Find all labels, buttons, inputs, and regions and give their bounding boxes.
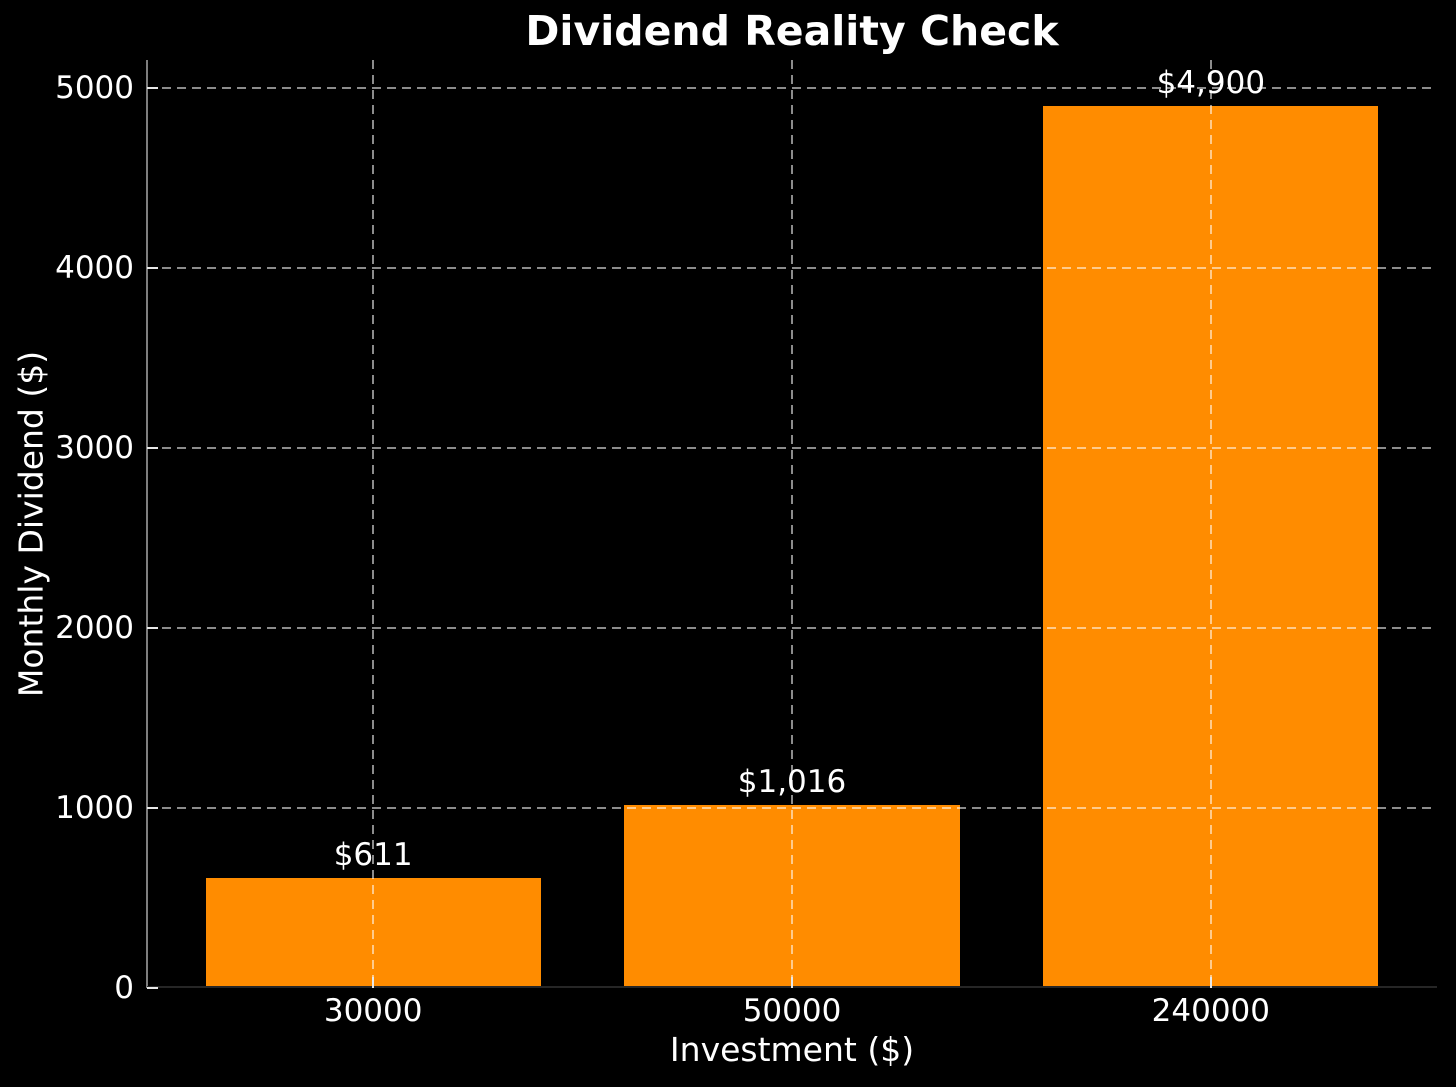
y-tick-label: 1000 — [55, 789, 134, 826]
bar-value-label: $1,016 — [737, 764, 847, 801]
bar-value-label: $611 — [333, 837, 413, 873]
x-tick-mark — [1209, 977, 1212, 988]
x-tick-mark — [372, 977, 375, 988]
y-tick-mark — [147, 806, 158, 809]
y-axis-label: Monthly Dividend ($) — [11, 350, 51, 698]
chart-title: Dividend Reality Check — [525, 7, 1059, 55]
x-tick-mark — [791, 977, 793, 988]
x-tick-label: 50000 — [742, 993, 842, 1029]
y-tick-label: 3000 — [55, 429, 134, 466]
y-axis-spine — [146, 60, 148, 988]
grid-layer — [147, 60, 1437, 988]
gridline-vertical — [791, 60, 793, 988]
y-tick-label: 2000 — [55, 609, 134, 646]
ticks-layer — [147, 60, 1437, 989]
x-tick-label: 30000 — [323, 993, 423, 1029]
y-tick-label: 4000 — [55, 249, 134, 286]
y-tick-mark — [147, 987, 158, 989]
x-tick-label: 240000 — [1151, 993, 1270, 1029]
y-tick-mark — [147, 626, 158, 629]
y-tick-label: 0 — [114, 970, 134, 1006]
plot-area: 0 1000 2000 3000 4000 5000 30000 $611 50000 $1,01… — [55, 60, 1437, 1029]
y-tick-mark — [147, 86, 158, 89]
gridline-vertical — [372, 60, 375, 988]
x-axis-label: Investment ($) — [669, 1030, 915, 1069]
y-tick-label: 5000 — [55, 69, 134, 106]
y-tick-mark — [147, 446, 158, 449]
gridline-vertical — [1209, 60, 1212, 988]
bar-value-label: $4,900 — [1156, 64, 1266, 101]
labels-layer: 0 1000 2000 3000 4000 5000 30000 $611 50000 $1,01… — [55, 60, 1437, 1029]
y-tick-mark — [147, 266, 158, 269]
